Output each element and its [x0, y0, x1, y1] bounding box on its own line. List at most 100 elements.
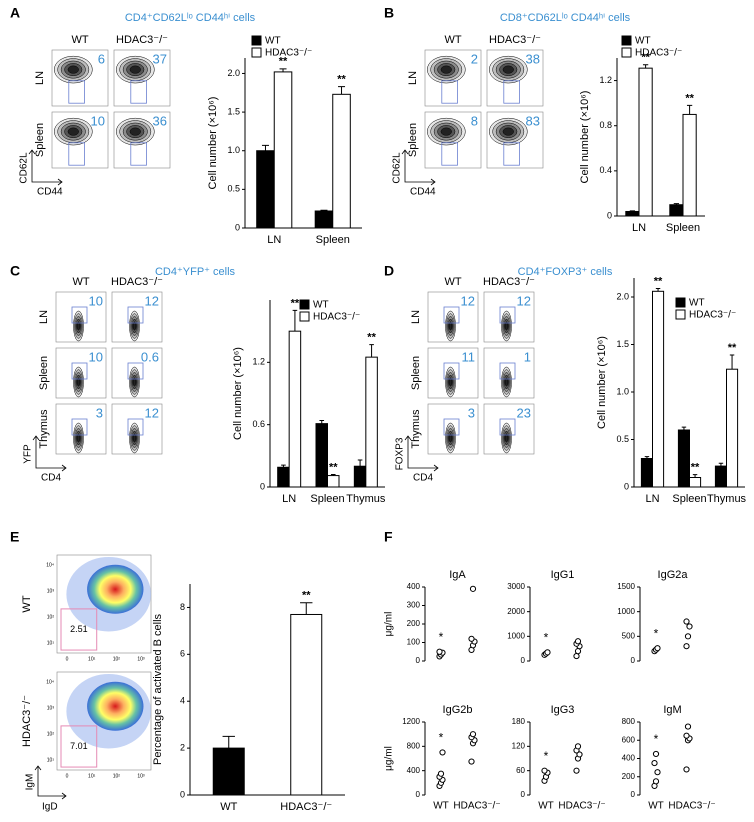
legend-label: WT [689, 298, 705, 309]
gate-percentage: 83 [526, 113, 540, 128]
bar [638, 67, 653, 217]
contour-level [129, 127, 141, 136]
density-core [87, 681, 144, 731]
bar [682, 113, 697, 217]
legend-swatch [675, 297, 686, 308]
y-tick-label: 180 [512, 717, 526, 726]
contour-level [67, 65, 79, 74]
y-tick-label: 0 [235, 222, 240, 232]
bar [689, 477, 702, 488]
bar [726, 368, 739, 488]
error-bar [357, 459, 363, 467]
contour-plot [424, 49, 482, 107]
row-label: Spleen [407, 123, 419, 157]
x-tick-label: WT [648, 801, 664, 812]
gate [68, 80, 85, 104]
column-label: WT [444, 276, 461, 288]
significance: * [439, 630, 444, 644]
row-label: WT [21, 595, 33, 612]
data-point [469, 585, 477, 592]
y-tick-label: 0 [180, 789, 185, 799]
x-tick-label: LN [282, 493, 296, 505]
x-tick-label: HDAC3⁻/⁻ [453, 801, 500, 812]
significance: * [654, 732, 659, 746]
error-bar [655, 287, 661, 292]
error-bar [222, 735, 235, 749]
column-label: WT [71, 34, 88, 46]
data-point [683, 643, 690, 650]
x-axis-label: CD4 [413, 473, 433, 484]
x-tick-label: Spleen [672, 493, 706, 505]
significance: ** [279, 56, 288, 68]
gate-percentage: 36 [153, 113, 167, 128]
data-point [684, 633, 692, 640]
contour-plot [113, 111, 171, 169]
gate [71, 362, 88, 380]
bar [212, 747, 245, 796]
gate [503, 80, 520, 104]
gate [71, 306, 88, 324]
significance: ** [691, 462, 700, 474]
error-bar [686, 104, 693, 115]
x-tick-label: HDAC3⁻/⁻ [668, 801, 715, 812]
x-tick-label: 10¹ [88, 773, 96, 779]
gate-percentage: 12 [145, 293, 159, 308]
legend-label: HDAC3⁻/⁻ [689, 310, 736, 321]
panel-title: CD4⁺CD62Lˡᵒ CD44ʰⁱ cells [125, 12, 256, 24]
y-tick-label: 1200 [402, 717, 420, 726]
y-tick-label: 1.2 [252, 357, 265, 367]
significance: * [544, 631, 549, 645]
x-axis-label: IgD [42, 802, 58, 813]
contour-plot [427, 403, 479, 455]
axis-arrow [28, 149, 63, 186]
y-axis-label: Percentage of activated B cells [152, 613, 164, 765]
legend-label: HDAC3⁻/⁻ [635, 48, 682, 59]
y-tick-label: 2.0 [227, 68, 240, 78]
chart-title: IgG1 [551, 569, 575, 581]
panel-title: CD8⁺CD62Lˡᵒ CD44ʰⁱ cells [500, 12, 631, 24]
y-tick-label: 120 [512, 741, 526, 750]
error-bar [692, 474, 698, 478]
bar [640, 458, 654, 488]
y-tick-label: 10³ [47, 705, 55, 711]
panel-title: CD4⁺FOXP3⁺ cells [518, 266, 613, 278]
y-tick-label: 0 [631, 790, 636, 799]
data-point [651, 759, 658, 767]
y-tick-label: 200 [407, 619, 421, 628]
chart-title: IgA [449, 569, 466, 581]
y-axis-label: Cell number (×10⁶) [579, 91, 591, 184]
error-bar [292, 309, 298, 332]
gate [503, 142, 520, 166]
contour-plot [111, 347, 163, 399]
y-axis-label: CD62L [392, 152, 403, 184]
y-tick-label: 1.5 [227, 106, 240, 116]
y-tick-label: 10³ [47, 588, 55, 594]
contour-level [502, 127, 514, 136]
contour-level [504, 433, 509, 443]
y-tick-label: 0.8 [599, 120, 612, 130]
gate-percentage: 38 [526, 51, 540, 66]
contour-plot [486, 49, 544, 107]
gate-percentage: 8 [471, 113, 478, 128]
contour-plot [483, 347, 535, 399]
panel-letter: A [10, 5, 20, 21]
y-tick-label: 8 [180, 602, 185, 612]
gate-percentage: 10 [91, 113, 105, 128]
column-label: WT [72, 276, 89, 288]
contour-plot [51, 111, 109, 169]
data-point [684, 723, 692, 730]
gate-percentage: 37 [153, 51, 167, 66]
gate-percentage: 7.01 [70, 741, 88, 751]
bar [353, 465, 367, 488]
error-bar [718, 462, 724, 467]
chart-title: IgG2a [658, 569, 689, 581]
row-label: LN [34, 71, 46, 85]
contour-level [129, 65, 141, 74]
y-tick-label: 4 [180, 696, 185, 706]
x-tick-label: 0 [66, 656, 69, 662]
x-axis-label: CD44 [37, 187, 63, 198]
error-bar [279, 68, 287, 72]
x-tick-label: LN [645, 493, 659, 505]
x-tick-label: 10¹ [88, 656, 96, 662]
